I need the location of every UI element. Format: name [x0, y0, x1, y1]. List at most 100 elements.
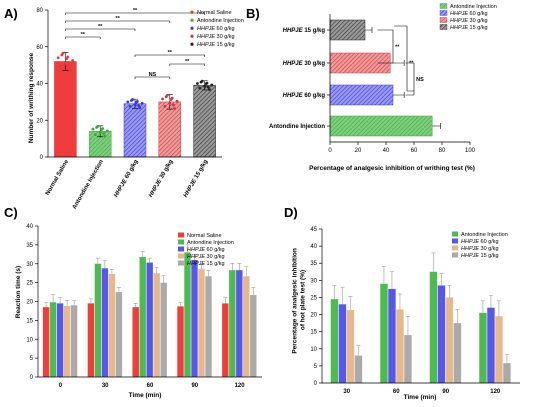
panel-d-bar-antondine-injection-120: [479, 312, 487, 383]
panel-d-ytick-label: 45: [310, 227, 317, 233]
panel-b-bar-hhpje-60-g-kg: [329, 84, 394, 106]
panel-d-label: D): [284, 205, 298, 220]
panel-a-point: [130, 99, 133, 102]
panel-b-ytick-hhpje-60-g-kg: HHPJE 60 g/kg: [283, 93, 326, 99]
panel-a-legend-marker: [190, 34, 194, 38]
panel-c-xtick-90: 90: [191, 383, 198, 389]
panel-d-bar-hhpje-60-g-kg-90: [437, 285, 446, 383]
panel-c-legend-hhpje-30-g-kg: HHPJE 30 g/kg: [187, 254, 225, 260]
panel-d-bar-antondine-injection-90: [429, 271, 438, 383]
panel-a-point: [133, 103, 137, 107]
panel-c-bar-hhpje-15-g-kg-30: [115, 292, 123, 377]
panel-b-legend-hhpje-15-g-kg: HHPJE 15 g/kg: [450, 25, 488, 31]
panel-c-bar-hhpje-30-g-kg-120: [243, 276, 250, 377]
panel-c-ytick-label: 5: [30, 356, 34, 362]
panel-d-bar-hhpje-15-g-kg-30: [354, 355, 363, 383]
panel-c-legend-swatch: [178, 239, 184, 245]
panel-d-bar-hhpje-30-g-kg-90: [445, 297, 454, 383]
panel-a-point: [172, 103, 175, 107]
panel-a-significance-label: **: [168, 50, 173, 56]
panel-c-bar-hhpje-15-g-kg-120: [250, 295, 257, 377]
panel-a-point: [137, 104, 141, 107]
panel-b-y-labels: HHPJE 15 g/kg HHPJE 30 g/kg HHPJE 60 g/kg A…: [269, 28, 330, 130]
panel-c-bar-hhpje-60-g-kg-30-errorbar: [102, 260, 107, 269]
panel-b-legend-swatch: [439, 3, 448, 9]
panel-a-legend-marker: [190, 42, 194, 46]
panel-d-xtick-30: 30: [343, 389, 350, 395]
panel-d-bar-hhpje-60-g-kg-60: [388, 288, 396, 383]
panel-c-bar-antondine-injection-90-errorbar: [185, 244, 190, 253]
panel-a-legend-antondine-injection: Antondine Injection: [197, 18, 244, 24]
panel-b-ytick-hhpje-30-g-kg: HHPJE 30 g/kg: [283, 61, 326, 67]
panel-c-bar-hhpje-60-g-kg-120: [236, 270, 243, 377]
panel-c-bar-hhpje-30-g-kg-60-errorbar: [154, 267, 159, 274]
panel-c-bar-hhpje-15-g-kg-30-errorbar: [116, 287, 121, 293]
panel-d-ylabel: Percentage of analgesic inhibition of ho…: [292, 246, 307, 353]
panel-d-bar-antondine-injection-30-errorbar: [332, 285, 337, 300]
panel-a-point: [168, 101, 172, 105]
panel-c-ytick-label: 25: [26, 281, 33, 287]
panel-a-legend-marker: [190, 26, 194, 30]
panel-d-ytick-label: 10: [310, 347, 317, 353]
panel-c-xtick-120: 120: [235, 383, 246, 389]
panel-c-ytick-label: 35: [26, 243, 33, 249]
panel-c-bar-hhpje-60-g-kg-0: [56, 303, 64, 377]
panel-d-xlabel: Time (min): [404, 394, 437, 401]
panel-c-ytick-label: 10: [26, 337, 33, 343]
panel-a-legend-marker: [190, 18, 194, 22]
panel-a-ytick-label: 40: [36, 82, 43, 88]
panel-c-bar-hhpje-30-g-kg-30: [108, 273, 116, 377]
panel-b-xtick-label: 100: [465, 148, 476, 154]
panel-c-bar-hhpje-60-g-kg-30: [101, 268, 109, 377]
panel-c-xtick-0: 0: [59, 383, 63, 389]
panel-a-point: [103, 134, 107, 138]
panel-a-label: A): [4, 6, 18, 21]
panel-b-xtick-label: 60: [411, 148, 418, 154]
panel-a-point: [138, 106, 142, 110]
panel-d-axes: [321, 229, 520, 384]
panel-d-bar-hhpje-30-g-kg-30: [346, 310, 355, 383]
panel-a-ytick-label: 20: [36, 118, 43, 124]
panel-a-point: [198, 86, 202, 90]
panel-d-hot-plate-inhibition: D) Percentage of analgesic inhibition of…: [284, 205, 520, 401]
panel-c-bar-hhpje-30-g-kg-0: [63, 306, 71, 377]
panel-a-point: [91, 127, 95, 131]
panel-b-legend-hhpje-30-g-kg: HHPJE 30 g/kg: [450, 18, 488, 24]
panel-a-point: [67, 63, 71, 67]
panel-c-bar-normal-saline-120-errorbar: [223, 297, 228, 304]
panel-b-significance-label: **: [409, 61, 414, 67]
panel-d-bar-antondine-injection-90-errorbar: [431, 252, 436, 272]
panel-c-bar-hhpje-15-g-kg-90: [205, 276, 212, 377]
panel-c-bar-hhpje-60-g-kg-60-errorbar: [147, 257, 152, 263]
panel-d-xtick-90: 90: [442, 389, 449, 395]
panel-b-xtick-label: 40: [383, 148, 390, 154]
panel-b-x-ticks: 0 20 40 60 80 100: [328, 142, 476, 154]
panel-a-point: [208, 88, 211, 91]
panel-a-significance-label: NS: [149, 72, 157, 78]
panel-a-bars: [54, 51, 216, 158]
panel-c-bar-normal-saline-60-errorbar: [133, 303, 138, 308]
panel-b-errorbar-hhpje-15-g-kg: [365, 27, 373, 33]
panel-d-bar-hhpje-30-g-kg-90-errorbar: [447, 285, 452, 298]
panel-c-label: C): [4, 205, 18, 220]
panel-c-legend-hhpje-60-g-kg: HHPJE 60 g/kg: [187, 247, 225, 253]
panel-c-bar-hhpje-15-g-kg-60-errorbar: [161, 275, 166, 283]
panel-a-point: [175, 99, 179, 103]
panel-c-xtick-30: 30: [102, 383, 109, 389]
panel-c-bar-hhpje-60-g-kg-60: [146, 262, 153, 377]
panel-c-ytick-label: 30: [26, 262, 33, 268]
panel-c-axes: [37, 226, 262, 378]
panel-b-xtick-label: 80: [439, 148, 446, 154]
panel-a-xtick-hhpje-60-g-kg: HHPJE 60 g/kg: [113, 159, 140, 199]
panel-d-ytick-label: 25: [310, 295, 317, 301]
panel-a-point: [94, 133, 97, 136]
panel-a-point: [161, 97, 165, 101]
panel-a-point: [126, 100, 130, 104]
panel-b-legend-antondine-injection: Antondine Injection: [450, 4, 497, 10]
panel-b-significance: ** ** NS: [377, 25, 424, 96]
panel-d-bars: [330, 252, 511, 383]
panel-d-ytick-label: 35: [310, 261, 317, 267]
